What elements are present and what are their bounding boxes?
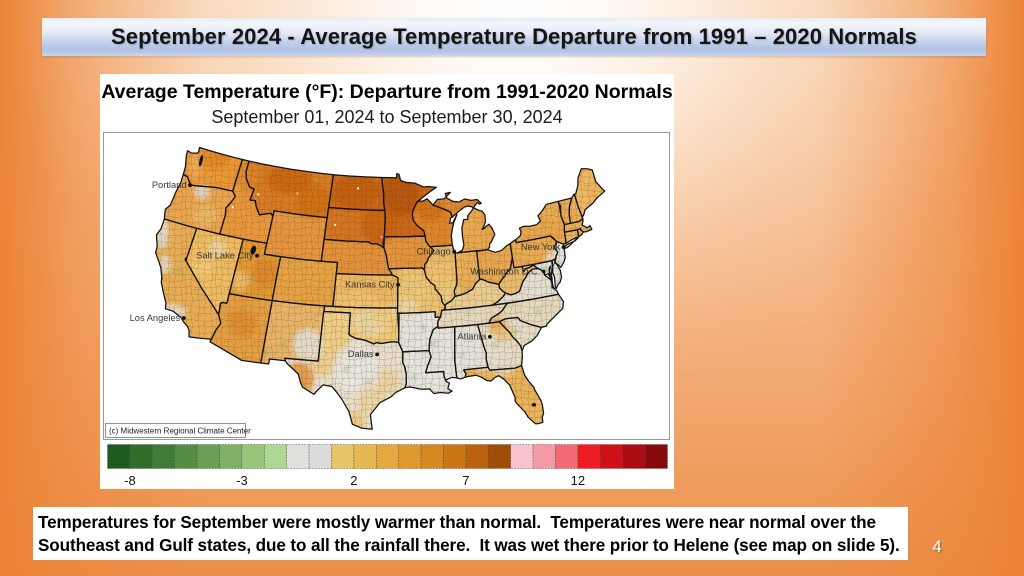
legend-cell (398, 444, 422, 469)
city-label: Dallas (348, 349, 374, 359)
legend-cell (308, 444, 332, 469)
legend-cell (443, 444, 467, 469)
caption-box: Temperatures for September were mostly w… (33, 507, 908, 560)
slide-title: September 2024 - Average Temperature Dep… (111, 24, 917, 49)
legend-cell (600, 444, 623, 469)
legend-cell (331, 444, 355, 469)
caption-line-2: Southeast and Gulf states, due to all th… (38, 536, 900, 555)
legend-tick-label: -8 (124, 473, 136, 488)
legend-cell (152, 444, 175, 469)
legend-cell (376, 444, 399, 469)
legend-cell (286, 444, 310, 469)
city-label: Atlanta (457, 332, 487, 342)
slide-title-bar: September 2024 - Average Temperature Dep… (42, 18, 986, 56)
water-marks (184, 154, 562, 407)
page-number: 4 (932, 537, 942, 556)
map-figure-panel: Average Temperature (°F): Departure from… (100, 74, 674, 489)
city-label: New York (521, 242, 561, 252)
legend-cell (196, 444, 220, 469)
legend-tick-label: -3 (236, 473, 248, 488)
legend-cell (420, 444, 444, 469)
legend-cell (622, 444, 646, 469)
legend-cell (353, 444, 377, 469)
city-label: Portland (152, 180, 187, 190)
legend-cell (488, 444, 511, 469)
map-frame: Portland Salt Lake City Los Angeles Chic… (103, 132, 670, 440)
city-label: Washington D.C. (470, 266, 540, 276)
legend-cell (644, 444, 668, 469)
legend-cell (465, 444, 489, 469)
legend-tick-label: 2 (350, 473, 357, 488)
city-label: Los Angeles (130, 313, 181, 323)
figure-title: Average Temperature (°F): Departure from… (101, 81, 673, 103)
legend-cells (107, 444, 668, 469)
city-label: Salt Lake City (196, 251, 254, 261)
legend-cell (264, 444, 287, 469)
map-credit-text: (c) Midwestern Regional Climate Center (109, 427, 251, 436)
legend-cell (219, 444, 243, 469)
legend-tick-label: 7 (462, 473, 469, 488)
city-label: Chicago (417, 247, 451, 257)
legend-cell (174, 444, 198, 469)
legend-tick-label: 12 (571, 473, 585, 488)
caption-line-1: Temperatures for September were mostly w… (38, 513, 876, 532)
legend-cell (129, 444, 153, 469)
legend-cell (577, 444, 601, 469)
legend-colorbar: -8 -3 2 7 12 (100, 444, 674, 489)
map-credit: (c) Midwestern Regional Climate Center (105, 423, 251, 438)
legend-tick-labels: -8 -3 2 7 12 (124, 473, 585, 488)
legend-cell (510, 444, 534, 469)
legend-cell (241, 444, 265, 469)
figure-subtitle: September 01, 2024 to September 30, 2024 (211, 107, 563, 127)
legend-cell (555, 444, 579, 469)
legend-cell (107, 444, 131, 469)
legend-cell (532, 444, 556, 469)
city-label: Kansas City (345, 280, 395, 290)
city-labels: Portland Salt Lake City Los Angeles Chic… (130, 180, 566, 359)
chesapeake-bay (548, 265, 555, 290)
us-temperature-map: Portland Salt Lake City Los Angeles Chic… (105, 146, 606, 438)
